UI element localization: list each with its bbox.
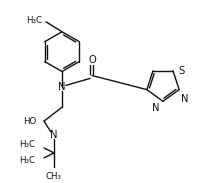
Text: N: N xyxy=(58,82,66,92)
Text: HO: HO xyxy=(23,117,36,126)
Text: H₃C: H₃C xyxy=(19,156,35,165)
Text: O: O xyxy=(88,55,95,65)
Text: H₃C: H₃C xyxy=(26,16,42,25)
Text: H₃C: H₃C xyxy=(19,141,35,150)
Text: N: N xyxy=(50,130,57,140)
Text: N: N xyxy=(180,94,188,104)
Text: CH₃: CH₃ xyxy=(46,172,62,181)
Text: S: S xyxy=(177,66,183,76)
Text: N: N xyxy=(152,103,159,113)
